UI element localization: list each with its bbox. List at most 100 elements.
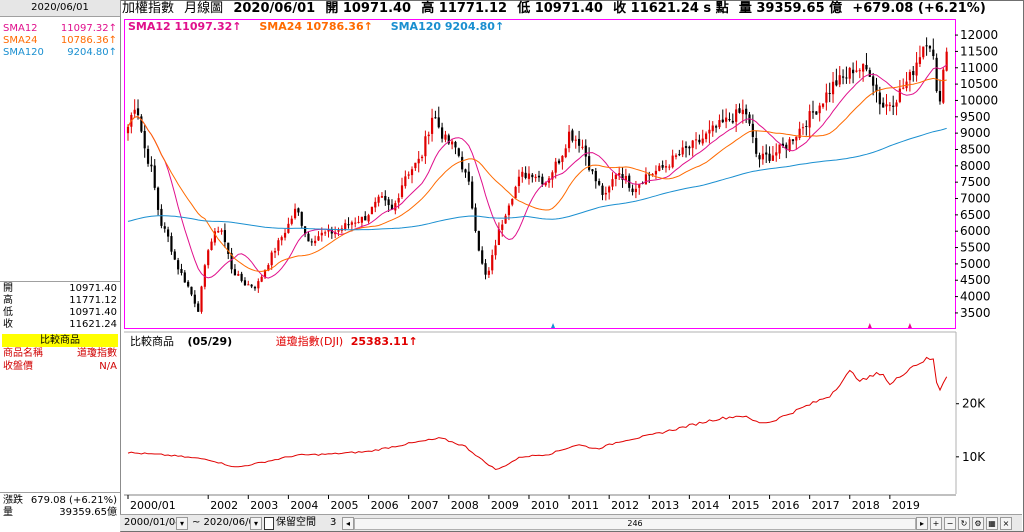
end-date[interactable]: ~ 2020/06/01 [192, 517, 262, 528]
compare-name-value: 道瓊指數 [77, 348, 117, 359]
candle-body [210, 241, 213, 250]
price-tick-label: 12000 [960, 28, 998, 42]
candle-body [474, 207, 477, 232]
price-tick-label: 3500 [960, 306, 991, 320]
candle-body [434, 117, 437, 119]
candle-body [133, 109, 136, 114]
candle-body [878, 92, 881, 105]
candle-body [347, 224, 350, 226]
event-marker[interactable] [867, 323, 872, 328]
candle-body [387, 199, 390, 206]
start-date[interactable]: 2000/01/04 [124, 517, 182, 528]
candle-body [140, 116, 143, 132]
candle-body [872, 76, 875, 86]
candle-body [173, 251, 176, 260]
price-tick-label: 11500 [960, 44, 998, 58]
candle-body [310, 241, 313, 243]
candle-body [410, 169, 414, 176]
candle-body [324, 232, 327, 234]
candle-body [845, 77, 848, 79]
price-tick-label: 5000 [960, 257, 991, 271]
candle-body [273, 251, 277, 253]
candle-body [327, 229, 330, 232]
volume-value: 39359.65億 [59, 507, 117, 518]
candle-body [143, 130, 146, 149]
sma120-line [127, 127, 947, 231]
candle-body [681, 147, 684, 155]
start-picker-button[interactable]: ▾ [176, 517, 188, 530]
candle-body [571, 130, 574, 141]
candle-body [801, 127, 805, 129]
header-low: 低 10971.40 [517, 1, 603, 16]
candle-body [808, 111, 811, 128]
compare-y-axis: 10K 20K [956, 397, 986, 464]
candle-body [534, 176, 537, 179]
candle-body [414, 162, 417, 169]
sma12-row: SMA12 11097.32↑ [3, 22, 117, 35]
candle-body [865, 64, 868, 70]
candle-body [574, 139, 577, 141]
event-marker[interactable] [551, 323, 556, 328]
chart-header: 加權指數 月線圖 2020/06/01 開 10971.40 高 11771.1… [122, 0, 1022, 18]
candle-body [384, 195, 387, 201]
reset-button[interactable]: ↻ [958, 517, 970, 530]
candle-body [601, 185, 604, 195]
compare-name-label: 商品名稱 [3, 348, 43, 359]
candle-body [644, 174, 648, 185]
bottom-toolbar: 2000/01/04 ▾ ~ 2020/06/01 ▾ 保留空間 3 ◂ 246… [120, 514, 1022, 531]
candle-body [755, 138, 758, 154]
sma24-line [127, 77, 947, 272]
candle-body [858, 70, 861, 72]
candle-body [427, 134, 430, 137]
grid-button[interactable]: ▦ [986, 517, 998, 530]
candle-body [838, 75, 841, 85]
settings-button[interactable]: ⚙ [972, 517, 984, 530]
candle-body [150, 164, 153, 167]
scroll-left-button[interactable]: ◂ [342, 517, 354, 530]
year-label: 2006 [371, 499, 399, 512]
candle-body [895, 102, 898, 107]
candle-body [664, 166, 668, 168]
candle-body [407, 174, 410, 176]
change-row: 漲跌 679.08 (+6.21%) [3, 495, 117, 507]
scroll-track[interactable]: 246 [354, 518, 916, 530]
candle-body [795, 136, 798, 141]
sma12-label: SMA12 [3, 23, 38, 34]
candle-body [554, 161, 557, 173]
candle-body [614, 174, 617, 179]
candle-body [855, 70, 858, 72]
zoom-in-button[interactable]: + [930, 517, 942, 530]
candle-body [638, 184, 641, 188]
year-label: 2016 [772, 499, 800, 512]
price-tick-label: 10000 [960, 93, 998, 107]
candle-body [197, 303, 200, 312]
candle-body [370, 206, 374, 215]
candle-body [160, 208, 163, 226]
candle-body [531, 174, 534, 178]
price-tick-label: 11000 [960, 61, 998, 75]
candle-body [293, 208, 297, 219]
scroll-right-button[interactable]: ▸ [916, 517, 928, 530]
keep-space-checkbox[interactable] [264, 517, 274, 530]
candle-body [648, 174, 651, 176]
candle-body [187, 281, 190, 287]
candle-body [704, 133, 708, 140]
low-row: 低 10971.40 [3, 307, 117, 319]
keep-space-value[interactable]: 3 [330, 517, 337, 528]
candle-body [731, 120, 734, 123]
candle-body [136, 108, 140, 116]
candle-body [207, 250, 210, 266]
close-button[interactable]: × [1000, 517, 1012, 530]
candle-body [397, 198, 400, 203]
candle-body [634, 188, 638, 193]
candle-body [270, 252, 273, 266]
candle-body [584, 145, 587, 157]
event-marker[interactable] [907, 323, 912, 328]
change-label: 漲跌 [3, 495, 23, 506]
candle-body [233, 269, 237, 276]
candle-body [200, 286, 203, 312]
zoom-out-button[interactable]: − [944, 517, 956, 530]
end-picker-button[interactable]: ▾ [250, 517, 262, 530]
candle-body [728, 119, 731, 121]
